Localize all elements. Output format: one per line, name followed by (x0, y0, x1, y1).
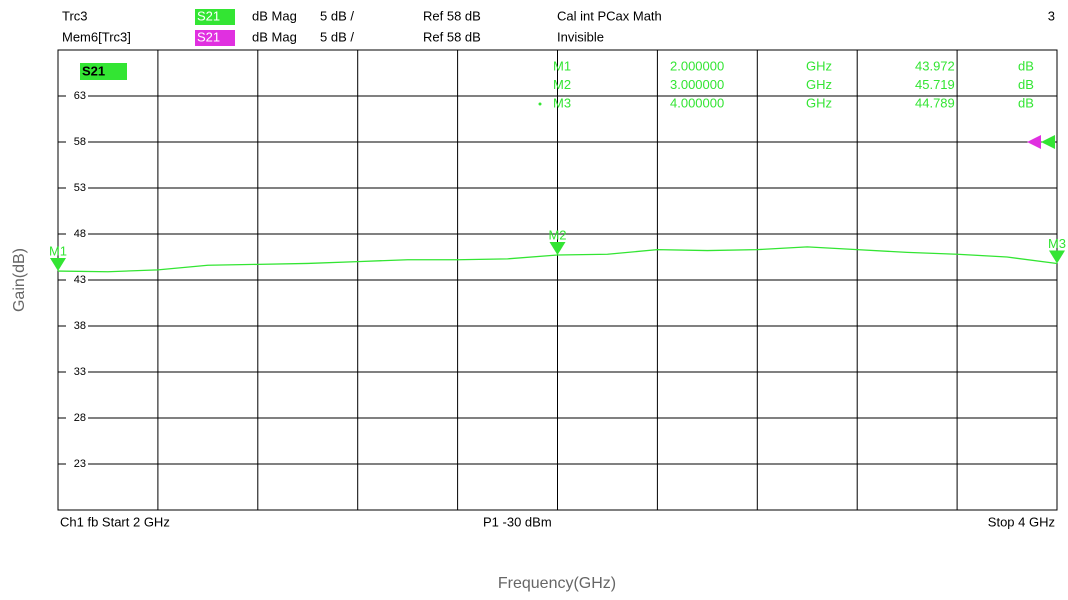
active-marker-dot (538, 102, 542, 106)
marker-row-freq: 3.000000 (670, 77, 724, 92)
ref-arrow (1027, 135, 1041, 149)
marker-row-funit: GHz (806, 95, 832, 110)
y-tick-label: 33 (74, 366, 86, 378)
marker-row-vunit: dB (1018, 58, 1034, 73)
label-bg (66, 320, 88, 332)
y-tick-label: 28 (74, 412, 86, 424)
label-bg (66, 412, 88, 424)
param-badge (195, 9, 235, 25)
scale: 5 dB / (320, 8, 354, 23)
marker-row-value: 43.972 (915, 58, 955, 73)
param-badge (195, 30, 235, 46)
footer-right: Stop 4 GHz (988, 514, 1055, 529)
marker-row-vunit: dB (1018, 77, 1034, 92)
info: Cal int PCax Math (557, 8, 662, 23)
marker-row-funit: GHz (806, 77, 832, 92)
y-tick-label: 53 (74, 182, 86, 194)
param-name: S21 (197, 8, 220, 23)
footer-center: P1 -30 dBm (483, 514, 552, 529)
ref-arrow (1041, 135, 1055, 149)
label-bg (66, 90, 88, 102)
format: dB Mag (252, 8, 297, 23)
info: Invisible (557, 29, 604, 44)
marker-triangle (1049, 250, 1065, 264)
ref: Ref 58 dB (423, 29, 481, 44)
marker-name: M2 (548, 227, 566, 242)
label-bg (66, 182, 88, 194)
marker-triangle (549, 241, 566, 255)
y-axis-label: Gain(dB) (11, 248, 28, 312)
marker-row-freq: 2.000000 (670, 58, 724, 73)
x-axis-label: Frequency(GHz) (498, 575, 616, 592)
label-bg (66, 366, 88, 378)
marker-row-freq: 4.000000 (670, 95, 724, 110)
trace-name: Mem6[Trc3] (62, 29, 131, 44)
trace-badge (80, 63, 127, 80)
marker-row-funit: GHz (806, 58, 832, 73)
param-name: S21 (197, 29, 220, 44)
format: dB Mag (252, 29, 297, 44)
marker-row-name: M2 (553, 77, 571, 92)
label-bg (66, 136, 88, 148)
footer-left: Ch1 fb Start 2 GHz (60, 514, 170, 529)
marker-name: M3 (1048, 236, 1066, 251)
y-tick-label: 38 (74, 320, 86, 332)
y-tick-label: 63 (74, 90, 86, 102)
marker-row-name: M3 (553, 95, 571, 110)
y-tick-label: 58 (74, 136, 86, 148)
label-bg (66, 458, 88, 470)
ref: Ref 58 dB (423, 8, 481, 23)
marker-row-name: M1 (553, 58, 571, 73)
marker-name: M1 (49, 243, 67, 258)
trace-label: S21 (82, 63, 105, 78)
marker-row-value: 44.789 (915, 95, 955, 110)
marker-triangle (50, 258, 66, 272)
marker-row-value: 45.719 (915, 77, 955, 92)
trace-name: Trc3 (62, 8, 88, 23)
y-tick-label: 43 (74, 274, 86, 286)
marker-row-vunit: dB (1018, 95, 1034, 110)
y-tick-label: 48 (74, 228, 86, 240)
label-bg (66, 274, 88, 286)
channel-number: 3 (1048, 8, 1055, 23)
y-tick-label: 23 (74, 458, 86, 470)
scale: 5 dB / (320, 29, 354, 44)
label-bg (66, 228, 88, 240)
